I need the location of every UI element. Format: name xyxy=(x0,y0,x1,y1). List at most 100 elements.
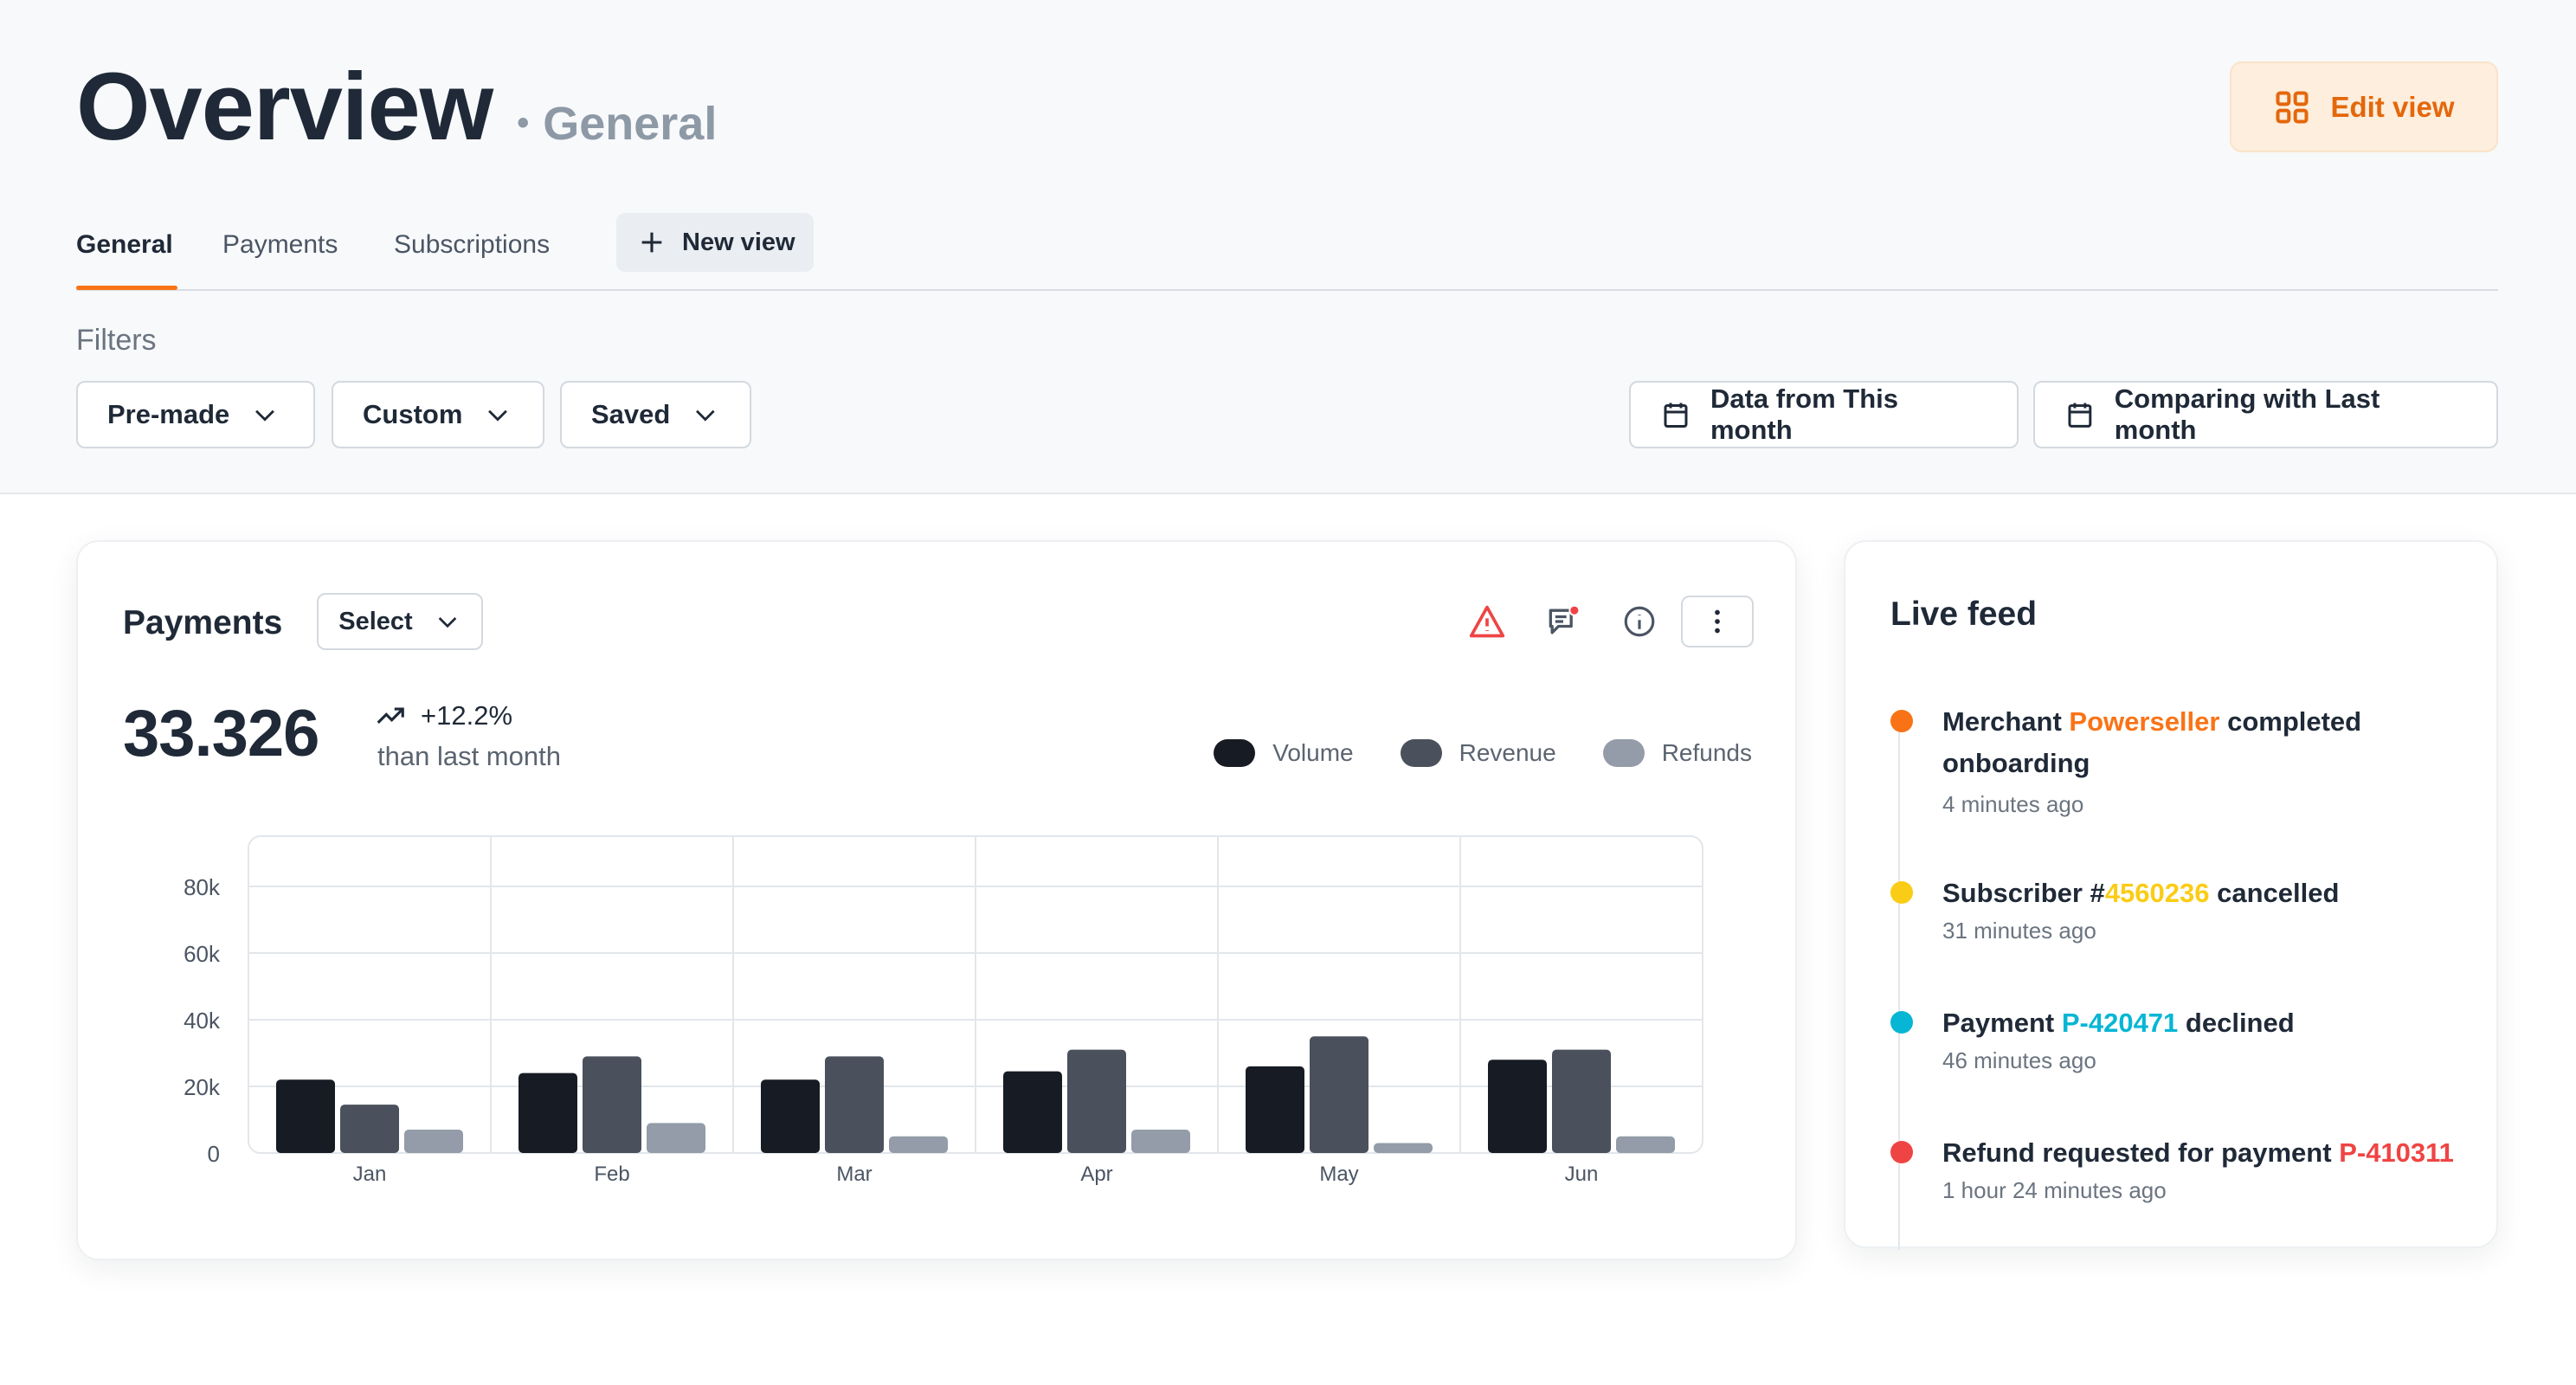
info-icon xyxy=(1624,606,1655,637)
status-dot xyxy=(1890,881,1913,904)
more-vertical-icon xyxy=(1715,609,1720,634)
saved-filter-label: Saved xyxy=(591,399,671,429)
legend-label-revenue: Revenue xyxy=(1459,739,1556,766)
bar-refunds xyxy=(1131,1130,1190,1153)
chart-legend: Volume Revenue Refunds xyxy=(1214,739,1752,767)
more-options-button[interactable] xyxy=(1681,596,1754,647)
bar-revenue xyxy=(340,1105,399,1153)
feed-item-text: Subscriber #4560236 cancelled xyxy=(1942,873,2479,914)
bar-refunds xyxy=(1616,1136,1675,1153)
live-feed-card: Live feed Merchant Powerseller completed… xyxy=(1844,540,2498,1250)
y-tick-label: 0 xyxy=(208,1141,220,1167)
comments-button[interactable] xyxy=(1537,596,1589,647)
feed-item-text: Refund requested for payment P-410311 xyxy=(1942,1132,2479,1174)
feed-highlight-link[interactable]: P-410311 xyxy=(2339,1137,2454,1168)
page-title: Overview xyxy=(76,54,493,160)
legend-item-refunds: Refunds xyxy=(1602,739,1752,767)
tab-general[interactable]: General xyxy=(76,230,173,259)
page-subtitle: • General xyxy=(517,97,717,151)
new-view-button[interactable]: New view xyxy=(616,213,814,272)
feed-text-suffix: cancelled xyxy=(2209,878,2340,908)
bar-refunds xyxy=(404,1130,463,1153)
y-tick-label: 20k xyxy=(184,1074,221,1100)
bar-volume xyxy=(1488,1060,1547,1153)
payments-select-dropdown[interactable]: Select xyxy=(317,593,483,650)
legend-label-volume: Volume xyxy=(1272,739,1354,766)
bar-volume xyxy=(518,1073,577,1153)
feed-item-time: 31 minutes ago xyxy=(1942,918,2096,944)
y-tick-label: 80k xyxy=(184,874,221,900)
comparison-label: Comparing with Last month xyxy=(2114,383,2380,445)
x-tick-label: Mar xyxy=(836,1163,872,1186)
feed-text-prefix: Subscriber # xyxy=(1942,878,2105,908)
legend-swatch-refunds xyxy=(1602,739,1645,767)
grid-icon xyxy=(2276,90,2309,124)
bar-revenue xyxy=(1067,1049,1126,1153)
bar-revenue xyxy=(825,1056,884,1153)
x-tick-label: Feb xyxy=(594,1163,629,1186)
status-dot xyxy=(1890,1011,1913,1034)
live-feed-title: Live feed xyxy=(1890,596,2038,633)
edit-view-button[interactable]: Edit view xyxy=(2230,61,2498,152)
warning-button[interactable] xyxy=(1461,596,1513,647)
page-subtitle-text: General xyxy=(543,98,718,150)
bar-revenue xyxy=(1552,1049,1611,1153)
bar-volume xyxy=(1003,1071,1062,1153)
custom-filter-dropdown[interactable]: Custom xyxy=(332,381,544,448)
feed-item-time: 4 minutes ago xyxy=(1942,791,2084,817)
x-tick-label: Jan xyxy=(353,1163,387,1186)
feed-highlight-link[interactable]: 4560236 xyxy=(2104,878,2210,908)
chevron-down-icon xyxy=(488,409,508,422)
custom-filter-label: Custom xyxy=(363,399,463,429)
bar-volume xyxy=(276,1079,335,1153)
y-tick-label: 40k xyxy=(184,1008,221,1034)
calendar-icon xyxy=(1664,403,1688,428)
saved-filter-dropdown[interactable]: Saved xyxy=(560,381,751,448)
active-tab-indicator xyxy=(76,286,177,290)
payments-bar-chart: 0 20k 40k 60k 80k Jan Feb Mar Apr May Jun xyxy=(184,835,1703,1186)
tab-subscriptions[interactable]: Subscriptions xyxy=(394,230,551,259)
premade-filter-dropdown[interactable]: Pre-made xyxy=(76,381,315,448)
x-tick-label: Apr xyxy=(1080,1163,1112,1186)
feed-item-text: Payment P-420471 declined xyxy=(1942,1002,2479,1044)
header-section: Overview • General Edit view General Paym… xyxy=(0,0,2576,494)
separator-dot: • xyxy=(517,104,530,142)
feed-text-prefix: Merchant xyxy=(1942,706,2070,737)
feed-item-time: 1 hour 24 minutes ago xyxy=(1942,1177,2167,1203)
comparison-button[interactable]: Comparing with Last month xyxy=(2033,381,2498,448)
select-label: Select xyxy=(338,607,413,635)
feed-highlight-link[interactable]: P-420471 xyxy=(2061,1008,2179,1038)
tab-bar: General Payments Subscriptions New view xyxy=(76,213,2498,291)
trend-indicator: +12.2% xyxy=(374,699,512,732)
legend-item-revenue: Revenue xyxy=(1400,739,1556,767)
legend-item-volume: Volume xyxy=(1214,739,1354,767)
info-button[interactable] xyxy=(1613,596,1665,647)
x-tick-label: Jun xyxy=(1565,1163,1599,1186)
plus-icon xyxy=(641,232,662,253)
feed-text-prefix: Refund requested for payment xyxy=(1942,1137,2340,1168)
trend-caption: than last month xyxy=(377,741,561,771)
timeline-line xyxy=(1898,724,1900,1250)
payments-title: Payments xyxy=(123,604,283,641)
feed-highlight-link[interactable]: Powerseller xyxy=(2069,706,2220,737)
tab-payments[interactable]: Payments xyxy=(222,230,338,259)
y-tick-label: 60k xyxy=(184,941,221,967)
feed-text-prefix: Payment xyxy=(1942,1008,2062,1038)
trending-up-icon xyxy=(377,707,404,725)
payments-card: Payments Select 33.326 +12.2% than last … xyxy=(76,540,1797,1260)
premade-filter-label: Pre-made xyxy=(107,399,230,429)
legend-swatch-revenue xyxy=(1400,739,1442,767)
bar-volume xyxy=(1246,1066,1304,1153)
bar-refunds xyxy=(889,1136,948,1153)
calendar-icon xyxy=(2068,403,2092,428)
edit-view-label: Edit view xyxy=(2330,90,2455,123)
bar-refunds xyxy=(647,1123,705,1153)
new-view-label: New view xyxy=(682,228,795,256)
date-range-button[interactable]: Data from This month xyxy=(1629,381,2019,448)
feed-item-time: 46 minutes ago xyxy=(1942,1047,2096,1073)
bar-revenue xyxy=(583,1056,641,1153)
feed-item-text: Merchant Powerseller completed onboardin… xyxy=(1942,701,2479,784)
feed-text-suffix: declined xyxy=(2178,1008,2295,1038)
title-row: Overview • General xyxy=(76,52,717,162)
chevron-down-icon xyxy=(438,617,456,628)
